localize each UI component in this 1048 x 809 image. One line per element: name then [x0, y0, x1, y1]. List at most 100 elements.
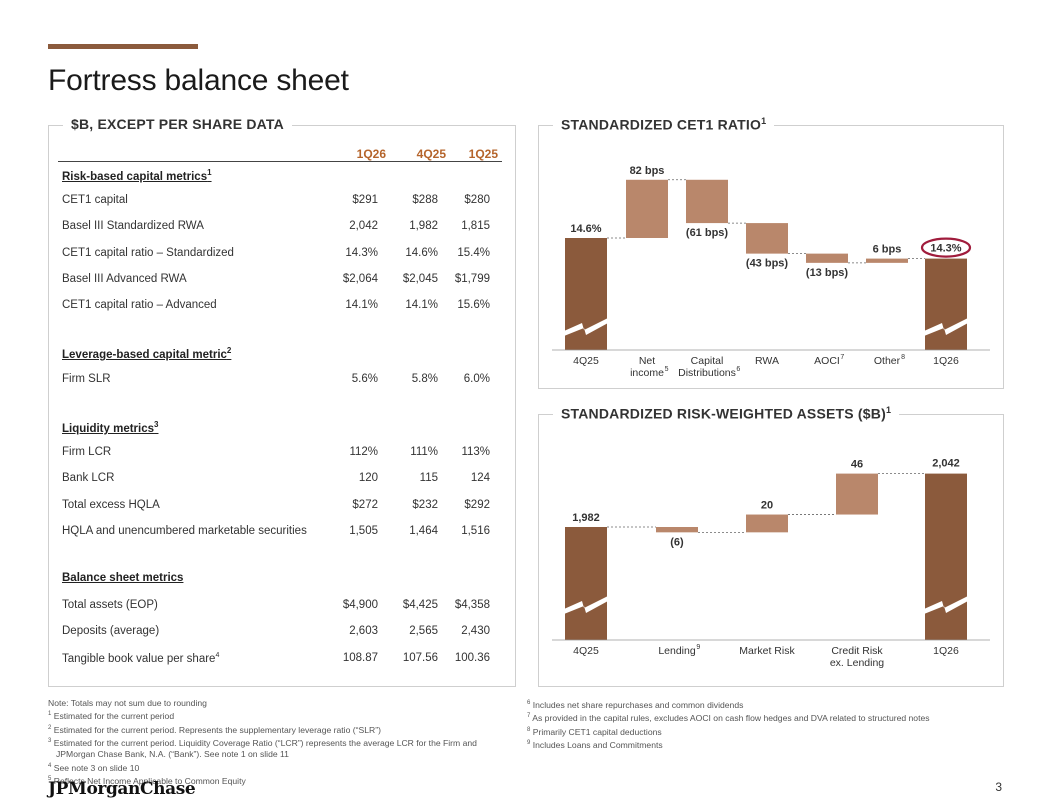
cell-1q25: 15.6%: [457, 299, 490, 312]
footnote-mark: 7: [527, 713, 531, 720]
row-label: Basel III Advanced RWA: [62, 273, 187, 285]
footnote: 9 Includes Loans and Commitments: [527, 738, 930, 751]
footnote-mark: 5: [48, 775, 52, 782]
cell-1q26: 5.6%: [351, 373, 378, 385]
footnote-text: Includes net share repurchases and commo…: [532, 699, 744, 710]
category-label: income: [630, 367, 664, 379]
cell-1q26: 120: [358, 472, 378, 485]
cell-4q25: $232: [412, 498, 438, 511]
rwa-chart-title: STANDARDIZED RISK-WEIGHTED ASSETS ($B)1: [553, 405, 900, 422]
cell-4q25: $2,045: [402, 272, 438, 285]
footnote-mark: 4: [48, 762, 52, 769]
bar-step: [626, 179, 668, 238]
page-title: Fortress balance sheet: [48, 64, 349, 97]
bar-end: [925, 473, 967, 640]
footnote-text: Note: Totals may not sum due to rounding: [48, 698, 207, 708]
data-label: (61 bps): [686, 227, 729, 239]
column-header: 1Q25: [468, 147, 498, 161]
cell-4q25: $288: [412, 194, 438, 206]
cell-4q25: 5.8%: [411, 373, 438, 385]
cell-1q26: $4,900: [342, 599, 378, 611]
table-row: Total assets (EOP) $4,900 $4,425 $4,358: [62, 599, 502, 619]
table-row: CET1 capital ratio – Standardized 14.3% 14…: [62, 247, 502, 267]
cell-1q26: $2,064: [342, 272, 378, 285]
cell-1q26: 108.87: [342, 651, 378, 664]
cell-4q25: $4,425: [402, 599, 438, 611]
cell-1q26: 14.1%: [345, 299, 378, 312]
section-title: Risk-based capital metrics1: [62, 168, 212, 183]
cell-1q25: 100.36: [454, 651, 490, 664]
section-title-text: Balance sheet metrics: [62, 572, 184, 584]
data-label: 82 bps: [630, 165, 665, 177]
table-row: HQLA and unencumbered marketable securit…: [62, 525, 502, 545]
category-label: Net: [639, 355, 655, 367]
footnote-mark: 9: [527, 739, 531, 746]
row-label-text: Total assets (EOP): [62, 599, 158, 611]
footnote-mark: 7: [840, 354, 844, 361]
data-label: 20: [761, 500, 773, 512]
cell-4q25: 107.56: [402, 651, 438, 664]
category-label: 4Q25: [573, 355, 599, 367]
cell-1q25: 1,516: [461, 524, 490, 537]
table-row: Total excess HQLA $272 $232 $292: [62, 499, 502, 519]
table-panel-title: $B, EXCEPT PER SHARE DATA: [63, 116, 292, 132]
row-label: HQLA and unencumbered marketable securit…: [62, 525, 307, 537]
footnote-text: Includes Loans and Commitments: [532, 739, 663, 750]
category-label: AOCI: [814, 355, 840, 367]
data-label: 14.6%: [570, 223, 601, 235]
footnote: 8 Primarily CET1 capital deductions: [527, 725, 930, 738]
section-title: Leverage-based capital metric2: [62, 346, 231, 361]
row-label: Total assets (EOP): [62, 599, 158, 611]
row-label-text: Tangible book value per share: [62, 652, 216, 665]
table-row: Deposits (average) 2,603 2,565 2,430: [62, 625, 502, 645]
page-number: 3: [995, 780, 1002, 794]
footnote-text: Estimated for the current period. Repres…: [53, 724, 381, 735]
footnote: 6 Includes net share repurchases and com…: [527, 698, 930, 711]
cet1-chart-title: STANDARDIZED CET1 RATIO1: [553, 116, 775, 133]
cell-1q25: $292: [464, 498, 490, 511]
footnote-mark: 5: [665, 366, 669, 373]
footnote-mark: 6: [527, 700, 531, 706]
footnote: 2 Estimated for the current period. Repr…: [48, 723, 477, 736]
footnotes-left: Note: Totals may not sum due to rounding…: [48, 698, 477, 787]
row-label-text: Bank LCR: [62, 472, 115, 485]
row-label-text: CET1 capital: [62, 194, 128, 206]
category-label: Market Risk: [739, 645, 795, 657]
data-label: (43 bps): [746, 258, 789, 270]
bar-start: [565, 527, 607, 640]
category-label: 4Q25: [573, 645, 599, 657]
axis-break-mark: [924, 596, 968, 614]
bar-step: [746, 223, 788, 254]
footnote-mark: 2: [226, 346, 232, 355]
table-panel: $B, EXCEPT PER SHARE DATA: [48, 116, 516, 687]
cell-1q25: 6.0%: [463, 373, 490, 385]
table-row: CET1 capital ratio – Advanced 14.1% 14.1% 1…: [62, 299, 502, 319]
cell-1q26: $291: [352, 194, 378, 206]
bar-step: [806, 253, 848, 263]
footnote-mark: 8: [527, 726, 531, 733]
footnotes-right: 6 Includes net share repurchases and com…: [527, 698, 930, 751]
column-header: 1Q26: [356, 147, 386, 161]
category-label: Other: [874, 355, 901, 367]
axis-break-mark: [564, 596, 608, 614]
cell-1q26: 14.3%: [345, 246, 378, 259]
bar-step: [746, 514, 788, 533]
cell-4q25: 1,464: [409, 524, 438, 537]
footnote-mark: 8: [901, 354, 905, 361]
category-label: ex. Lending: [830, 657, 884, 669]
cell-4q25: 14.6%: [405, 246, 438, 259]
cell-1q25: 1,815: [461, 220, 490, 233]
data-label: (13 bps): [806, 267, 849, 279]
cell-1q26: 2,042: [349, 220, 378, 233]
row-label-text: CET1 capital ratio – Standardized: [62, 246, 234, 259]
cell-1q26: 1,505: [349, 524, 378, 537]
row-label: Firm LCR: [62, 446, 111, 458]
section-title: Balance sheet metrics: [62, 572, 183, 584]
bar-step: [686, 179, 728, 224]
data-label: 6 bps: [873, 244, 902, 256]
cell-4q25: 111%: [410, 446, 438, 458]
cell-1q25: 15.4%: [457, 246, 490, 259]
jpmorganchase-logo: JPMorganChase: [48, 779, 196, 799]
footnote-mark: 3: [48, 737, 52, 744]
row-label-text: CET1 capital ratio – Advanced: [62, 299, 217, 312]
